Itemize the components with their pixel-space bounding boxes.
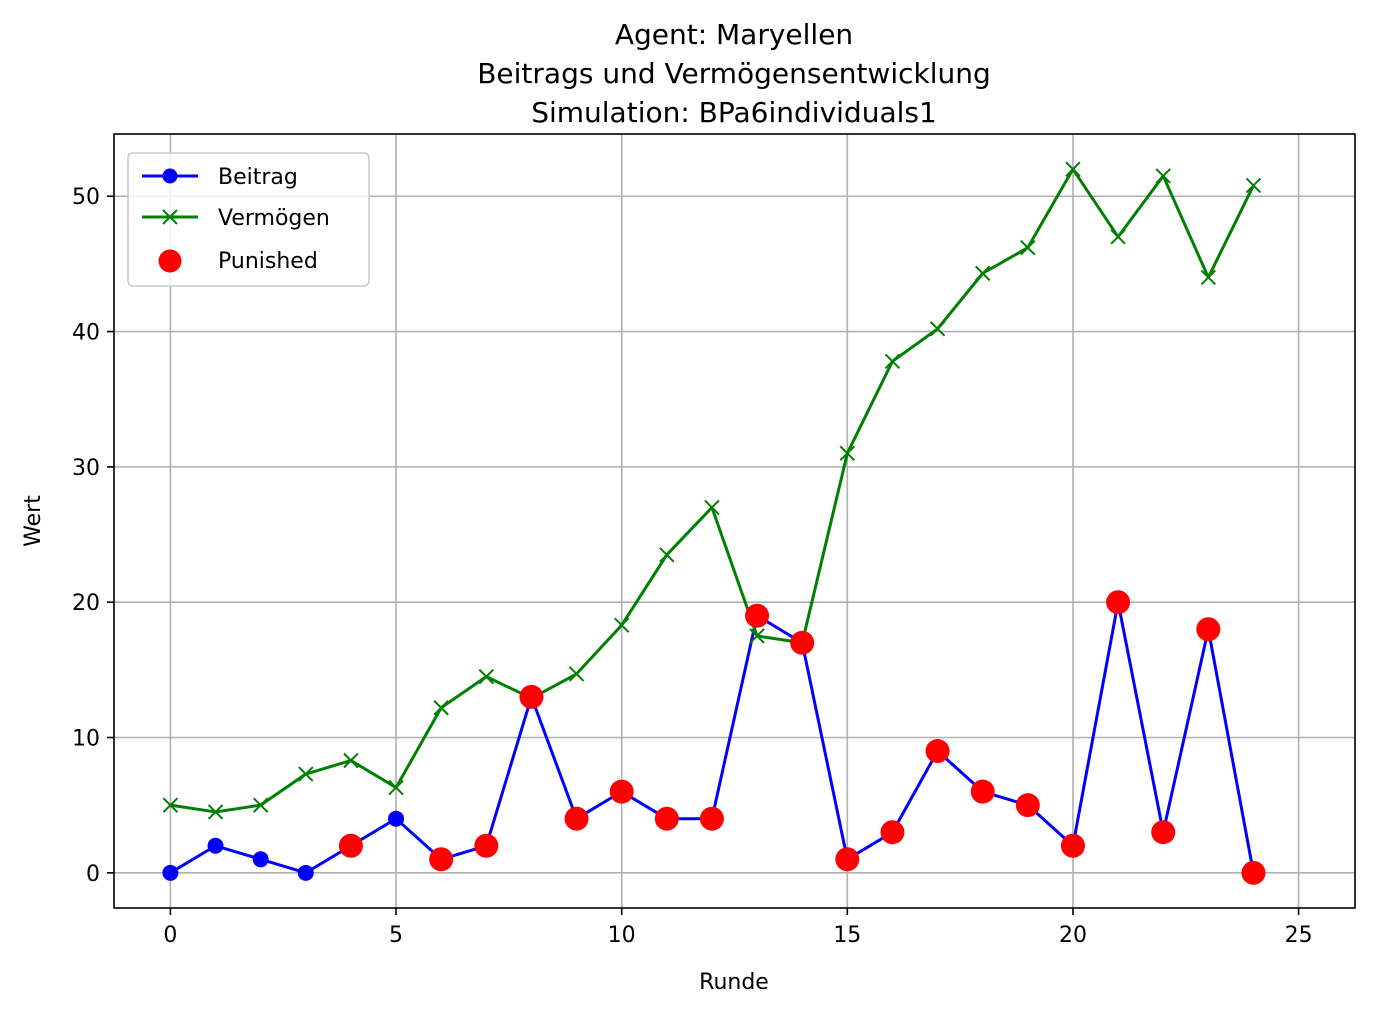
legend: Beitrag Vermögen Punished (127, 152, 370, 287)
punished-point (338, 833, 363, 858)
vermoegen-point (704, 499, 720, 516)
y-tick-label: 40 (72, 321, 100, 346)
chart-title-line-1: Agent: Maryellen (615, 18, 853, 51)
vermoegen-point (1065, 161, 1081, 177)
punished-point (1060, 833, 1085, 858)
punished-point (835, 847, 860, 872)
legend-punished-marker (158, 249, 182, 273)
y-tick-label: 20 (72, 591, 100, 616)
punished-point (925, 739, 950, 764)
punished-point (1241, 860, 1266, 885)
x-tick-label: 15 (833, 923, 861, 948)
legend-box (127, 152, 370, 287)
punished-point (654, 806, 679, 831)
x-axis-label: Runde (699, 970, 769, 995)
vermoegen-point (343, 752, 359, 769)
beitrag-point (297, 864, 314, 881)
beitrag-point (252, 851, 269, 868)
vermoegen-point (252, 797, 269, 813)
punished-point (564, 806, 589, 831)
vermoegen-point (298, 766, 314, 782)
punished-point (1196, 617, 1221, 642)
legend-vermoegen-label: Vermögen (218, 206, 330, 231)
vermoegen-point (478, 668, 495, 685)
punished-point (970, 779, 995, 804)
vermoegen-point (1245, 177, 1262, 194)
vermoegen-point (749, 628, 765, 644)
axes-frame (113, 133, 1356, 909)
vermoegen-point (162, 797, 179, 813)
punished-point (609, 779, 634, 804)
punished-point (790, 630, 815, 655)
x-tick-label: 20 (1059, 923, 1087, 948)
vermoegen-point (974, 265, 991, 282)
legend-beitrag-marker (162, 168, 178, 184)
punished-point (1151, 820, 1176, 845)
beitrag-point (207, 837, 224, 854)
vermoegen-point (1020, 239, 1036, 256)
y-tick-label: 10 (72, 727, 100, 752)
punished-point (1106, 590, 1131, 615)
vermoegen-point (929, 321, 946, 337)
y-tick-label: 30 (72, 456, 100, 481)
grid-lines (114, 134, 1355, 908)
punished-point (429, 847, 454, 872)
vermoegen-point (659, 547, 675, 563)
vermoegen-point (207, 804, 224, 820)
x-tick-label: 0 (163, 923, 177, 948)
chart-title-line-2: Beitrags und Vermögensentwicklung (477, 57, 991, 90)
vermoegen-point (568, 666, 585, 682)
vermoegen-point (1110, 229, 1126, 245)
axis-ticks: 0 5 10 15 20 25 0 10 20 30 40 50 (72, 185, 1313, 948)
legend-beitrag-label: Beitrag (218, 165, 298, 190)
x-tick-label: 5 (389, 923, 403, 948)
beitrag-point (162, 864, 179, 881)
punished-markers (338, 590, 1266, 885)
legend-vermoegen-marker (162, 209, 178, 225)
x-tick-label: 25 (1285, 923, 1313, 948)
punished-point (699, 806, 724, 831)
y-tick-label: 0 (86, 862, 100, 887)
y-axis-label: Wert (21, 495, 46, 547)
x-tick-label: 10 (608, 923, 636, 948)
y-tick-label: 50 (72, 185, 100, 210)
vermoegen-point (433, 700, 449, 716)
vermoegen-point (388, 779, 404, 796)
beitrag-point (388, 810, 405, 827)
vermoegen-point (839, 445, 856, 462)
vermoegen-point (1200, 269, 1217, 286)
legend-punished-label: Punished (218, 249, 318, 274)
vermoegen-point (613, 617, 630, 633)
vermoegen-point (1155, 168, 1171, 184)
punished-point (519, 684, 544, 709)
punished-point (474, 833, 499, 858)
chart-title-line-3: Simulation: BPa6individuals1 (531, 96, 937, 129)
punished-point (880, 820, 905, 845)
vermoegen-point (884, 353, 901, 370)
punished-point (1015, 793, 1040, 818)
punished-point (745, 603, 770, 628)
